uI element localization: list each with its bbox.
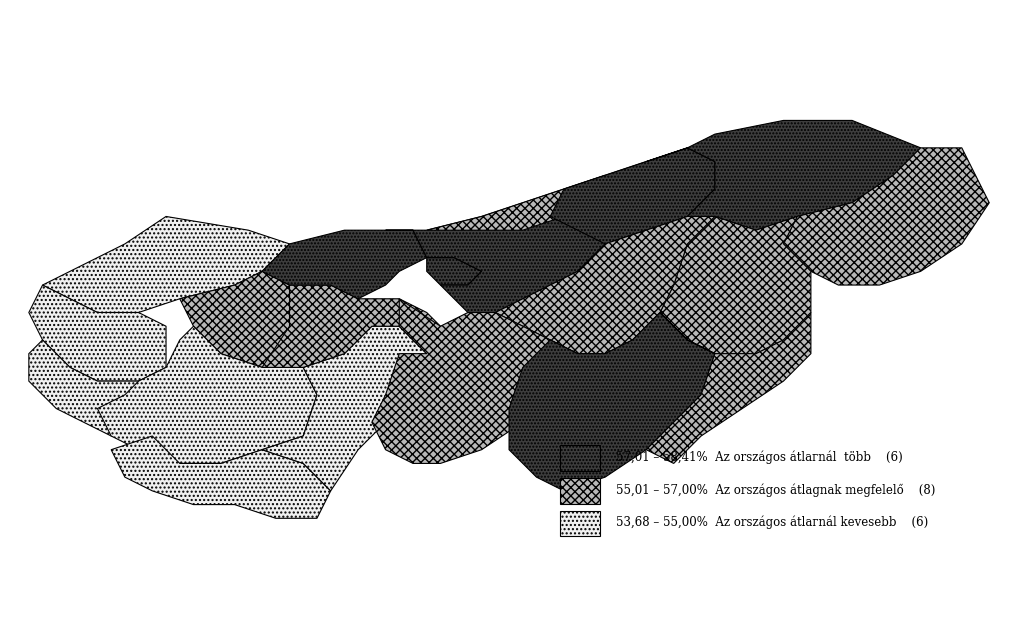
Bar: [560, 511, 600, 536]
Polygon shape: [427, 162, 646, 230]
Polygon shape: [97, 326, 317, 463]
Polygon shape: [43, 216, 290, 312]
Text: 53,68 – 55,00%  Az országos átlагnál kevesebb    (6): 53,68 – 55,00% Az országos átlагnál keve…: [615, 516, 928, 529]
Polygon shape: [646, 121, 921, 230]
Polygon shape: [496, 216, 715, 354]
Bar: [560, 478, 600, 504]
Text: 55,01 – 57,00%  Az országos átlagnak megfelelő    (8): 55,01 – 57,00% Az országos átlagnak megf…: [615, 483, 935, 496]
Text: 57,01 – 58,41%  Az országos átlагnál  több    (6): 57,01 – 58,41% Az országos átlагnál több…: [615, 451, 902, 464]
Polygon shape: [112, 436, 331, 518]
Polygon shape: [783, 148, 989, 285]
Polygon shape: [29, 340, 180, 436]
Polygon shape: [509, 312, 715, 491]
Polygon shape: [646, 312, 811, 463]
Bar: [560, 446, 600, 471]
Polygon shape: [180, 271, 372, 368]
Polygon shape: [386, 175, 633, 312]
Polygon shape: [550, 148, 715, 244]
Polygon shape: [29, 285, 166, 381]
Polygon shape: [262, 285, 440, 368]
Polygon shape: [262, 326, 427, 491]
Polygon shape: [372, 299, 578, 463]
Polygon shape: [427, 258, 481, 285]
Polygon shape: [262, 230, 427, 299]
Polygon shape: [660, 216, 811, 354]
